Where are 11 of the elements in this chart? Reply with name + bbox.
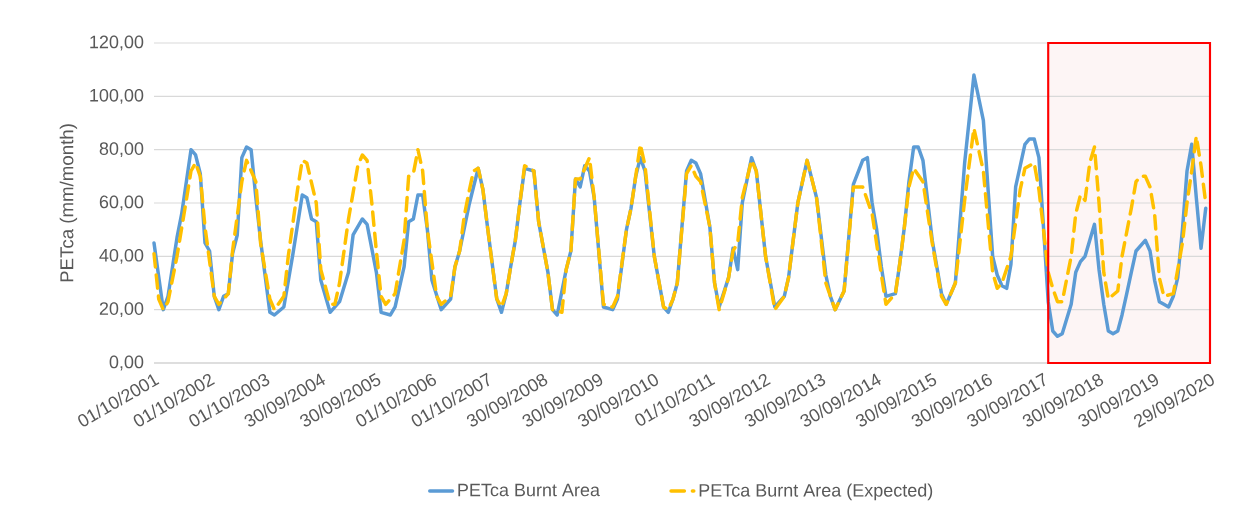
y-tick-label: 120,00 (90, 35, 144, 51)
y-tick-label: 20,00 (99, 302, 144, 318)
y-tick-label: 100,00 (90, 88, 144, 104)
legend-label: PETca Burnt Area (Expected) (699, 483, 933, 501)
y-axis-title: PETca (mm/month) (59, 124, 78, 282)
y-tick-label: 60,00 (99, 195, 144, 211)
y-tick-label: 0,00 (109, 355, 144, 371)
y-tick-label: 40,00 (99, 248, 144, 264)
legend-label: PETca Burnt Area (458, 483, 600, 497)
y-tick-label: 80,00 (99, 142, 144, 158)
line-series (152, 126, 1208, 315)
